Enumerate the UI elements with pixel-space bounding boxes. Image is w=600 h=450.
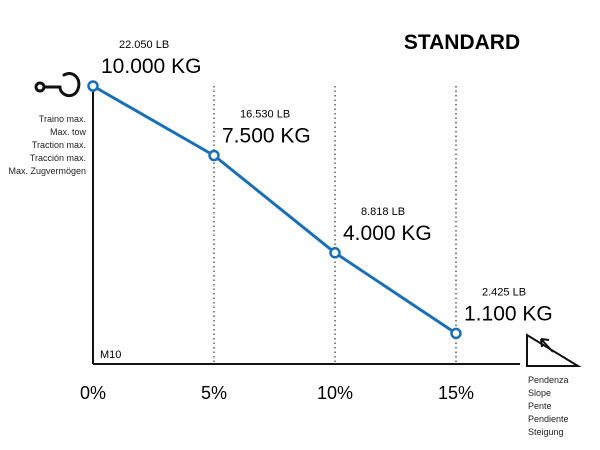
y-label-line: Max. Zugvermögen [8, 166, 86, 176]
data-label-kg: 10.000 KG [101, 55, 201, 78]
x-tick-label: 10% [317, 383, 353, 403]
data-point [329, 247, 341, 259]
data-point [208, 149, 220, 162]
data-label-kg: 7.500 KG [222, 125, 311, 148]
data-point [87, 80, 99, 92]
x-tick-label: 5% [201, 383, 227, 403]
x-tick-label: 0% [80, 383, 106, 403]
x-label-line: Slope [528, 388, 551, 398]
x-tick-label: 15% [438, 383, 474, 403]
x-label-line: Steigung [528, 427, 564, 437]
tow-hook-icon [34, 72, 81, 98]
x-label-line: Pendenza [528, 375, 569, 385]
data-label-lb: 8.818 LB [361, 206, 405, 218]
y-axis-label: Traino max. Max. tow Traction max. Tracc… [8, 114, 86, 176]
y-label-line: Max. tow [50, 127, 87, 137]
chart-title: STANDARD [404, 31, 520, 54]
y-label-line: Traction max. [32, 140, 86, 150]
model-label: M10 [100, 349, 121, 361]
y-label-line: Traino max. [39, 114, 86, 124]
data-label-kg: 4.000 KG [343, 222, 432, 245]
data-label-lb: 22.050 LB [119, 39, 169, 51]
x-label-line: Pendiente [528, 414, 569, 424]
data-point [450, 327, 462, 340]
data-label-kg: 1.100 KG [464, 302, 553, 325]
data-label-lb: 16.530 LB [240, 109, 290, 121]
x-axis-label: Pendenza Slope Pente Pendiente Steigung [528, 375, 569, 437]
slope-triangle-icon [526, 333, 582, 367]
series-line [92, 84, 457, 335]
x-label-line: Pente [528, 401, 552, 411]
y-label-line: Tracción max. [30, 153, 86, 163]
data-label-lb: 2.425 LB [482, 286, 526, 298]
